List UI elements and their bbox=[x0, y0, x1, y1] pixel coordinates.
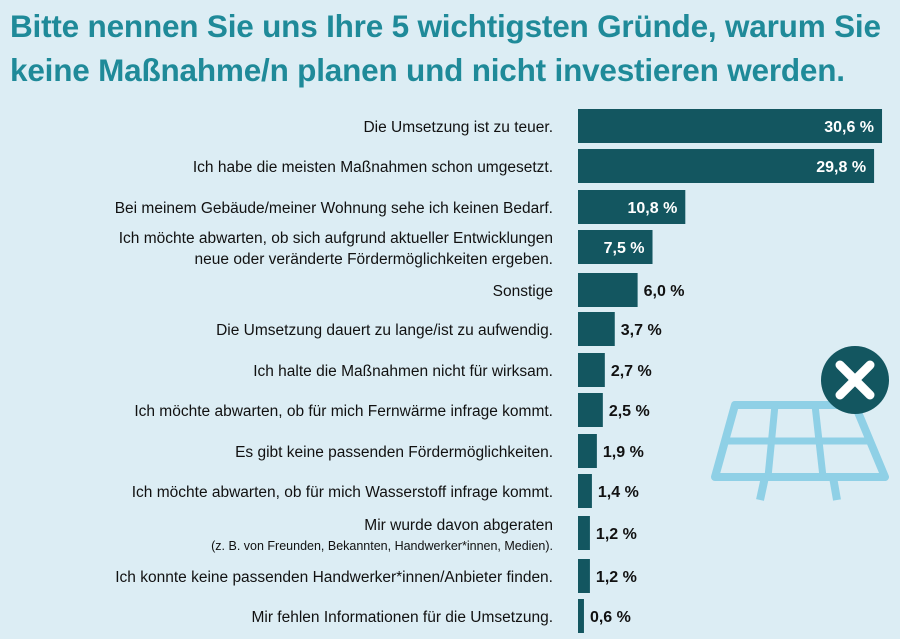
category-label: Mir wurde davon abgeraten bbox=[364, 517, 553, 534]
value-label: 1,9 % bbox=[603, 444, 644, 461]
value-label: 30,6 % bbox=[824, 119, 874, 136]
bar bbox=[578, 312, 615, 346]
value-label: 2,5 % bbox=[609, 403, 650, 420]
bar bbox=[578, 149, 875, 183]
bar bbox=[578, 434, 597, 468]
category-label: Bei meinem Gebäude/meiner Wohnung sehe i… bbox=[115, 200, 553, 217]
solar-panel-icon bbox=[711, 346, 889, 501]
value-label: 7,5 % bbox=[604, 240, 645, 257]
chart-title: Bitte nennen Sie uns Ihre 5 wichtigsten … bbox=[10, 4, 900, 92]
category-label: Ich konnte keine passenden Handwerker*in… bbox=[115, 569, 553, 586]
category-label: Mir fehlen Informationen für die Umsetzu… bbox=[251, 609, 553, 626]
category-label: Ich habe die meisten Maßnahmen schon umg… bbox=[193, 159, 553, 176]
value-label: 10,8 % bbox=[627, 200, 677, 217]
close-icon bbox=[821, 346, 889, 414]
bar bbox=[578, 516, 590, 550]
value-label: 6,0 % bbox=[644, 283, 685, 300]
value-label: 1,4 % bbox=[598, 484, 639, 501]
value-label: 1,2 % bbox=[596, 569, 637, 586]
category-label: Sonstige bbox=[493, 283, 553, 300]
chart-title-line-2: keine Maßnahme/n planen und nicht invest… bbox=[10, 52, 845, 88]
category-label: Ich möchte abwarten, ob für mich Fernwär… bbox=[134, 403, 553, 420]
category-label: Die Umsetzung dauert zu lange/ist zu auf… bbox=[216, 322, 553, 339]
category-label: neue oder veränderte Fördermöglichkeiten… bbox=[195, 251, 553, 268]
value-label: 3,7 % bbox=[621, 322, 662, 339]
value-label: 29,8 % bbox=[816, 159, 866, 176]
category-label: Ich möchte abwarten, ob sich aufgrund ak… bbox=[119, 230, 553, 247]
category-label: Ich möchte abwarten, ob für mich Wassers… bbox=[132, 484, 553, 501]
value-label: 0,6 % bbox=[590, 609, 631, 626]
bar bbox=[578, 559, 590, 593]
bar bbox=[578, 474, 592, 508]
bar bbox=[578, 353, 605, 387]
bar bbox=[578, 230, 653, 264]
category-label: Ich halte die Maßnahmen nicht für wirksa… bbox=[253, 363, 553, 380]
category-label: Die Umsetzung ist zu teuer. bbox=[363, 119, 553, 136]
bar bbox=[578, 190, 686, 224]
bar bbox=[578, 393, 603, 427]
value-label: 2,7 % bbox=[611, 363, 652, 380]
bar bbox=[578, 599, 584, 633]
value-label: 1,2 % bbox=[596, 526, 637, 543]
bar bbox=[578, 273, 638, 307]
category-label: Es gibt keine passenden Fördermöglichkei… bbox=[235, 444, 553, 461]
bar bbox=[578, 109, 883, 143]
chart-title-line-1: Bitte nennen Sie uns Ihre 5 wichtigsten … bbox=[10, 8, 881, 44]
category-note: (z. B. von Freunden, Bekannten, Handwerk… bbox=[211, 539, 553, 553]
